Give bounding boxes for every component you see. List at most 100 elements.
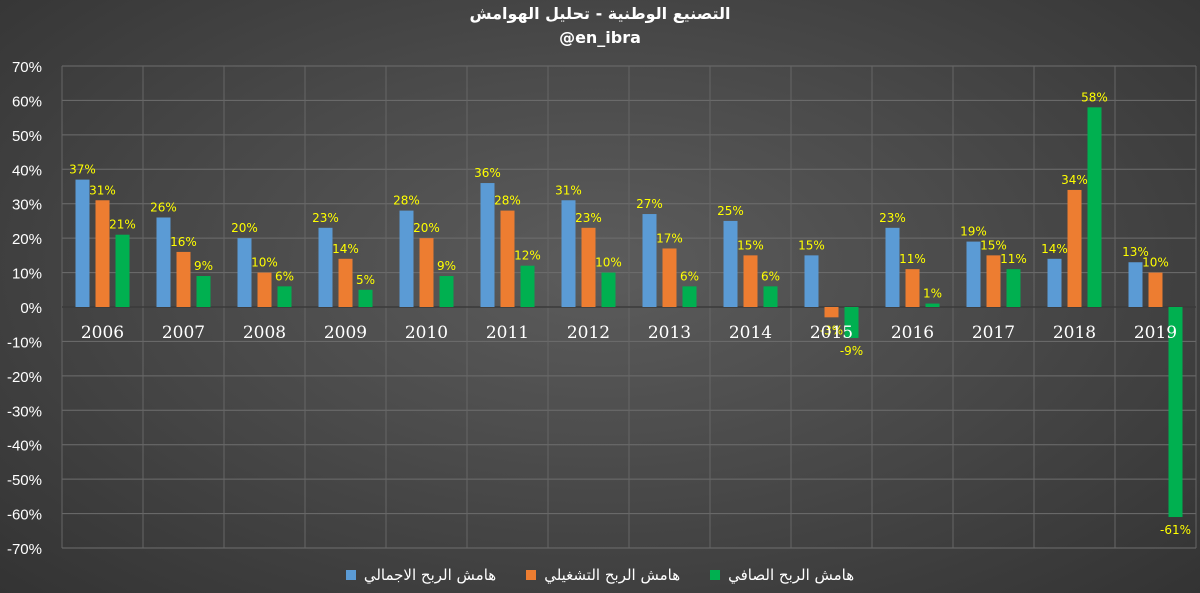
y-tick-label: 60%	[12, 93, 42, 110]
data-label: 11%	[1000, 252, 1027, 266]
bar	[601, 272, 616, 307]
chart-title: التصنيع الوطنية - تحليل الهوامش	[469, 4, 731, 23]
bar	[682, 286, 697, 307]
y-tick-label: 20%	[12, 231, 42, 248]
data-label: 6%	[680, 269, 699, 283]
data-label: 15%	[737, 238, 764, 252]
data-label: 9%	[194, 259, 213, 273]
y-tick-label: -60%	[7, 507, 42, 524]
bar	[1047, 258, 1062, 307]
x-tick-label: 2016	[891, 323, 934, 343]
y-tick-label: 0%	[20, 300, 42, 317]
bar	[804, 255, 819, 307]
bar	[723, 220, 738, 307]
legend-label: هامش الربح التشغيلي	[544, 566, 681, 584]
bar	[318, 227, 333, 307]
bar	[156, 217, 171, 307]
x-tick-label: 2006	[81, 323, 124, 343]
bar	[844, 307, 859, 338]
y-tick-label: 30%	[12, 197, 42, 214]
bar	[115, 234, 130, 307]
bar	[237, 238, 252, 307]
data-label: 12%	[514, 249, 541, 263]
data-label: 13%	[1122, 245, 1149, 259]
bar	[966, 241, 981, 307]
y-tick-label: -50%	[7, 472, 42, 489]
data-label: 28%	[393, 194, 420, 208]
x-tick-label: 2008	[243, 323, 286, 343]
bar	[1168, 307, 1183, 518]
x-tick-label: 2014	[729, 323, 772, 343]
data-label: 1%	[923, 287, 942, 301]
data-label: 11%	[899, 252, 926, 266]
legend-label: هامش الربح الصافي	[728, 566, 855, 584]
bar	[399, 210, 414, 307]
x-tick-label: 2015	[810, 323, 853, 343]
data-label: 25%	[717, 204, 744, 218]
bar	[500, 210, 515, 307]
data-label: 6%	[275, 269, 294, 283]
data-label: 31%	[555, 183, 582, 197]
data-label: 15%	[980, 238, 1007, 252]
legend-item: هامش الربح الصافي	[710, 566, 854, 584]
y-tick-label: 70%	[12, 59, 42, 76]
bar	[277, 286, 292, 307]
data-label: 26%	[150, 200, 177, 214]
bar	[75, 179, 90, 307]
data-label: 58%	[1081, 90, 1108, 104]
data-label: 10%	[251, 256, 278, 270]
bar	[1128, 262, 1143, 307]
bar	[986, 255, 1001, 307]
data-label: -9%	[840, 344, 863, 358]
bar	[439, 276, 454, 307]
bar	[1067, 189, 1082, 307]
x-tick-label: 2007	[162, 323, 205, 343]
bar	[520, 265, 535, 307]
x-tick-label: 2009	[324, 323, 367, 343]
y-tick-label: 50%	[12, 128, 42, 145]
y-tick-label: -30%	[7, 403, 42, 420]
legend-swatch	[345, 570, 356, 580]
bar	[824, 307, 839, 318]
bar	[1006, 269, 1021, 307]
bar	[480, 183, 495, 307]
data-label: 20%	[231, 221, 258, 235]
bar	[763, 286, 778, 307]
bar	[338, 258, 353, 307]
x-tick-label: 2010	[405, 323, 448, 343]
data-label: 6%	[761, 269, 780, 283]
bar	[743, 255, 758, 307]
bar	[1087, 107, 1102, 307]
x-tick-label: 2012	[567, 323, 610, 343]
bar	[925, 303, 940, 307]
bar	[642, 214, 657, 307]
bar	[561, 200, 576, 307]
bar	[196, 276, 211, 307]
data-label: 27%	[636, 197, 663, 211]
bar	[581, 227, 596, 307]
data-label: 28%	[494, 194, 521, 208]
legend: هامش الربح الاجمالي هامش الربح التشغيلي ها…	[0, 566, 1200, 584]
data-label: 20%	[413, 221, 440, 235]
data-label: 9%	[437, 259, 456, 273]
legend-item: هامش الربح الاجمالي	[345, 566, 497, 584]
data-label: 36%	[474, 166, 501, 180]
data-label: 5%	[356, 273, 375, 287]
y-tick-label: -10%	[7, 334, 42, 351]
bar	[358, 289, 373, 307]
bar	[905, 269, 920, 307]
y-tick-label: 40%	[12, 162, 42, 179]
chart-subtitle: @en_ibra	[559, 28, 641, 47]
x-tick-label: 2018	[1053, 323, 1096, 343]
x-tick-label: 2017	[972, 323, 1015, 343]
legend-swatch	[526, 570, 537, 580]
data-label: -61%	[1160, 523, 1191, 537]
bar	[257, 272, 272, 307]
bar	[176, 251, 191, 307]
legend-label: هامش الربح الاجمالي	[363, 566, 497, 584]
y-tick-label: -40%	[7, 438, 42, 455]
data-label: 34%	[1061, 173, 1088, 187]
x-tick-label: 2011	[486, 323, 529, 343]
